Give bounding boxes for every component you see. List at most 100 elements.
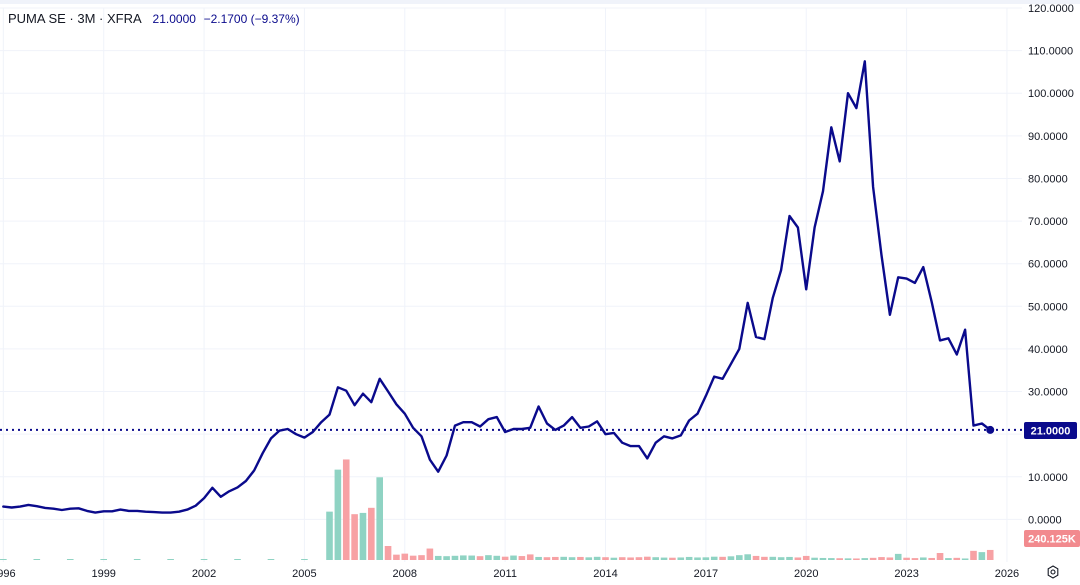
- volume-bar: [819, 557, 827, 560]
- x-tick-label: 2026: [995, 568, 1019, 580]
- volume-bar: [133, 559, 141, 560]
- volume-bar: [920, 557, 927, 560]
- volume-bar: [828, 558, 835, 560]
- time-axis[interactable]: 1996 1999 2002 2005 2008 2011 2014 2017 2020 2023…: [0, 568, 1019, 580]
- y-tick-label: 0.0000: [1028, 514, 1062, 526]
- x-tick-label: 2023: [894, 568, 918, 580]
- volume-bar: [460, 555, 467, 560]
- last-price-tag-bg: [1024, 422, 1077, 439]
- x-tick-label: 1999: [91, 568, 115, 580]
- volume-bar: [376, 477, 383, 560]
- volume-bar: [426, 548, 434, 560]
- volume-bar: [878, 557, 885, 560]
- volume-bar: [961, 558, 969, 560]
- volume-bar: [501, 556, 509, 560]
- volume-bar: [794, 557, 802, 560]
- volume-bar: [66, 559, 74, 560]
- y-tick-label: 10.0000: [1028, 472, 1068, 484]
- x-tick-label: 2002: [192, 568, 216, 580]
- volume-bar: [351, 514, 358, 560]
- volume-bar: [409, 555, 417, 560]
- y-tick-label: 40.0000: [1028, 344, 1068, 356]
- top-border: [0, 0, 1080, 4]
- volume-tag: 240.125K: [1028, 534, 1076, 546]
- volume-bar: [301, 559, 308, 560]
- x-tick-label: 2014: [593, 568, 617, 580]
- symbol-legend[interactable]: PUMA SE · 3M · XFRA 21.0000 −2.1700 (−9.…: [8, 11, 300, 26]
- volume-bar: [602, 557, 609, 560]
- volume-bar: [618, 557, 626, 560]
- volume-bar: [577, 556, 584, 560]
- volume-bar: [510, 555, 517, 560]
- volume-bar: [342, 459, 350, 560]
- y-tick-label: 90.0000: [1028, 131, 1068, 143]
- y-tick-label: 110.0000: [1028, 46, 1073, 58]
- volume-bar: [384, 546, 392, 560]
- volume-bar: [493, 555, 501, 560]
- volume-bar: [853, 558, 860, 560]
- volume-bar: [434, 555, 442, 560]
- y-tick-label: 50.0000: [1028, 301, 1068, 313]
- volume-bar: [736, 555, 743, 560]
- volume-bar: [593, 556, 601, 560]
- volume-bar: [568, 557, 576, 560]
- volume-bar: [777, 557, 785, 560]
- price-change: −2.1700 (−9.37%): [203, 12, 300, 26]
- volume-bar: [476, 556, 484, 560]
- volume-bar: [710, 556, 718, 560]
- x-tick-label: 1996: [0, 568, 16, 580]
- price-axis[interactable]: 0.000010.000020.000030.000040.000050.000…: [1028, 3, 1074, 526]
- volume-bar: [677, 557, 685, 560]
- volume-bar: [526, 554, 534, 560]
- volume-bar: [702, 557, 710, 560]
- volume-bar: [644, 556, 651, 560]
- y-tick-label: 70.0000: [1028, 216, 1068, 228]
- volume-bar: [986, 549, 994, 560]
- last-value: 21.0000: [152, 12, 196, 26]
- volume-bar: [535, 556, 542, 560]
- x-tick-label: 2020: [794, 568, 818, 580]
- volume-bar: [560, 556, 567, 560]
- volume-bar: [393, 554, 400, 560]
- volume-bar: [660, 557, 668, 560]
- volume-bar: [359, 512, 367, 560]
- volume-bar: [953, 557, 961, 560]
- volume-bar: [911, 558, 919, 560]
- volume-bar: [443, 556, 450, 560]
- volume-bar: [761, 556, 768, 560]
- volume-bar: [635, 557, 643, 560]
- volume-bar: [200, 559, 208, 560]
- y-tick-label: 30.0000: [1028, 387, 1068, 399]
- volume-bar: [451, 555, 459, 560]
- x-tick-label: 2005: [292, 568, 316, 580]
- volume-bar: [886, 557, 894, 560]
- symbol-title[interactable]: PUMA SE · 3M · XFRA: [8, 11, 141, 26]
- y-tick-label: 60.0000: [1028, 259, 1068, 271]
- volume-bar: [585, 557, 593, 560]
- volume-bar: [100, 559, 108, 560]
- volume-bar: [978, 552, 986, 560]
- axis-tags: 21.0000 240.125K: [1024, 422, 1080, 547]
- volume-bar: [267, 559, 275, 560]
- gear-icon[interactable]: [1046, 565, 1060, 579]
- y-tick-label: 120.0000: [1028, 3, 1074, 15]
- volume-bar: [368, 507, 375, 560]
- volume-bar: [552, 556, 559, 560]
- volume-bar: [719, 556, 726, 560]
- volume-bar: [903, 557, 910, 560]
- volume-bar: [970, 550, 977, 560]
- last-price-tag: 21.0000: [1031, 426, 1071, 438]
- volume-bar: [727, 556, 735, 560]
- price-series: [2, 60, 995, 514]
- volume-bar: [802, 555, 810, 560]
- volume-bar: [844, 558, 852, 560]
- volume-bar: [669, 557, 676, 560]
- volume-bar: [752, 555, 760, 560]
- volume-bar: [485, 555, 492, 560]
- price-line: [2, 60, 992, 514]
- volume-bar: [401, 553, 409, 560]
- volume-bar: [936, 553, 944, 560]
- x-tick-label: 2008: [393, 568, 417, 580]
